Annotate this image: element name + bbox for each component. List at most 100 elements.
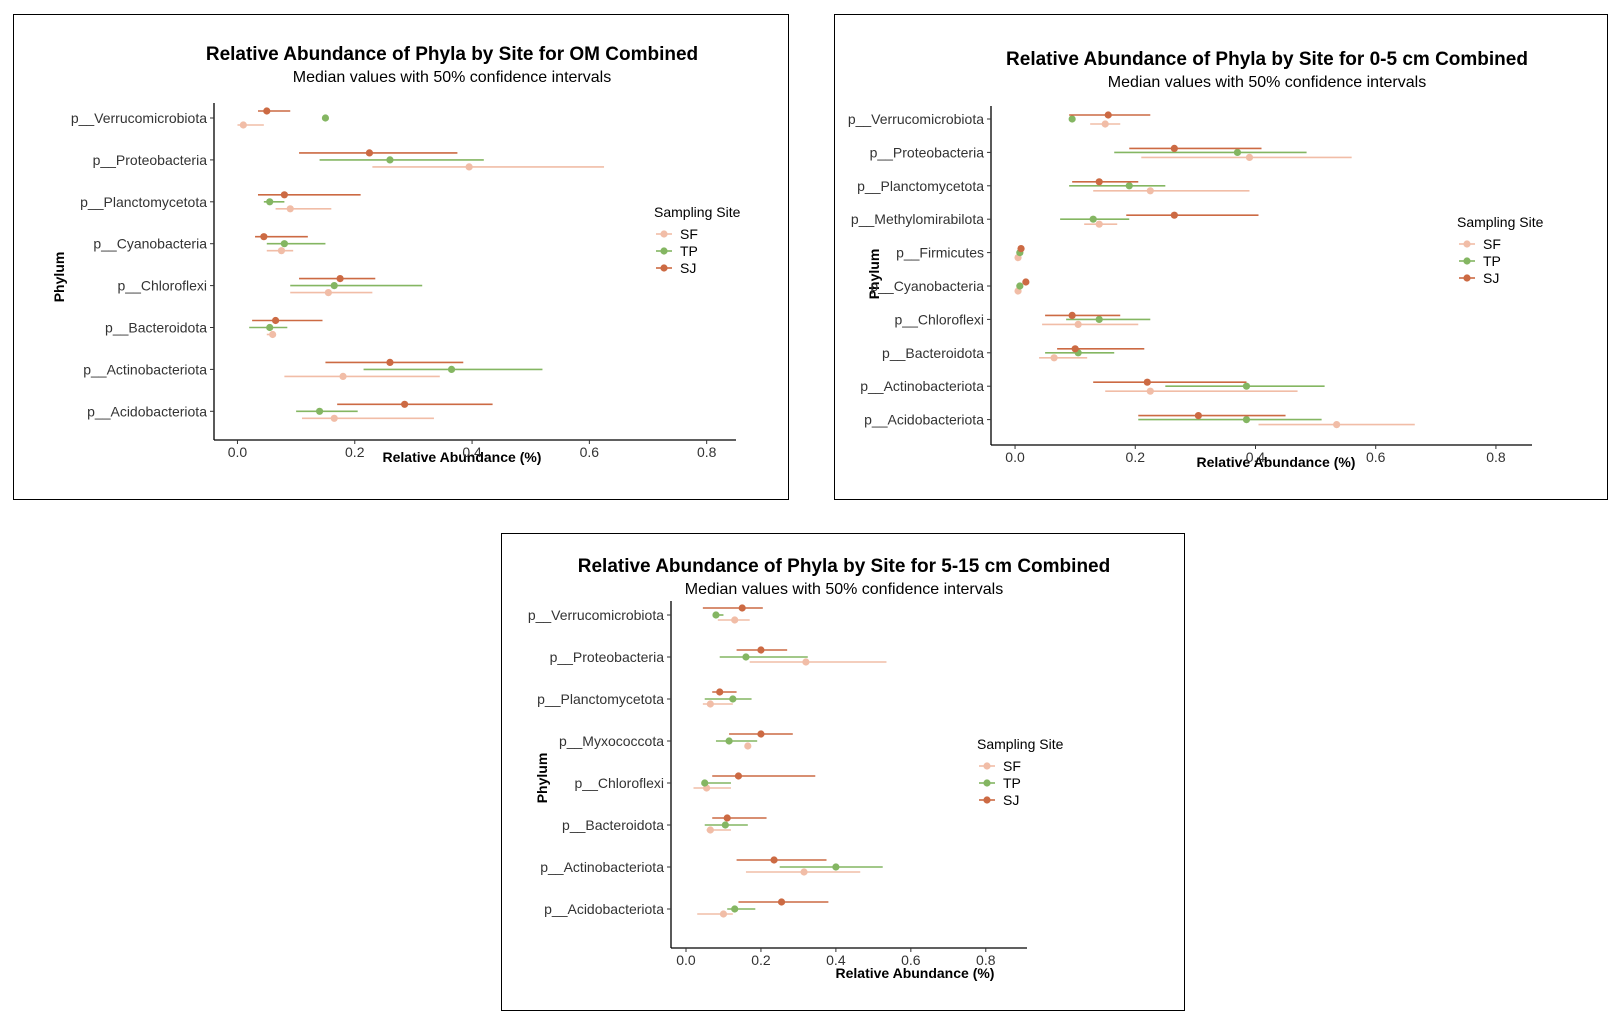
y-tick-label: p__Bacteroidota [562, 817, 664, 833]
y-tick-label: p__Planctomycetota [537, 691, 664, 707]
legend-key-point [983, 762, 991, 770]
median-point-sf [1050, 354, 1058, 362]
legend-key-point [983, 779, 991, 787]
y-tick-label: p__Methylomirabilota [851, 211, 984, 227]
y-tick-label: p__Myxococcota [559, 733, 664, 749]
legend-key-point [1463, 257, 1471, 265]
y-tick-label: p__Acidobacteriota [544, 901, 664, 917]
median-point-tp [386, 156, 394, 164]
median-point-tp [266, 323, 274, 332]
chart-panel-0-5cm: Relative Abundance of Phyla by Site for … [834, 14, 1608, 500]
x-tick-label: 0.4 [1246, 449, 1266, 465]
median-point-sj [401, 400, 409, 408]
median-point-sj [777, 898, 786, 906]
legend-label-sj: SJ [680, 260, 696, 276]
median-point-tp [447, 365, 456, 373]
median-point-sf [277, 247, 286, 255]
median-point-tp [1242, 382, 1251, 390]
chart-title: Relative Abundance of Phyla by Site for … [1006, 49, 1528, 70]
chart-panel-5-15cm: Relative Abundance of Phyla by Site for … [501, 533, 1185, 1011]
legend-key-point [983, 796, 991, 804]
legend-key-point [1463, 274, 1471, 282]
median-point-sf [330, 414, 338, 422]
median-point-sf [286, 205, 294, 213]
y-tick-label: p__Planctomycetota [857, 178, 984, 194]
median-point-tp [330, 282, 338, 290]
median-point-sf [800, 868, 808, 876]
median-point-tp [832, 863, 840, 871]
x-tick-label: 0.8 [976, 952, 996, 968]
y-axis-title: Phylum [866, 249, 882, 300]
legend-title: Sampling Site [1457, 214, 1544, 230]
chart-subtitle: Median values with 50% confidence interv… [293, 69, 611, 86]
y-tick-label: p__Cyanobacteria [93, 236, 207, 252]
x-axis-title: Relative Abundance (%) [1197, 454, 1356, 470]
y-tick-label: p__Actinobacteriota [860, 378, 984, 394]
x-tick-label: 0.6 [901, 952, 921, 968]
legend-label-tp: TP [680, 243, 698, 259]
median-point-tp [731, 905, 739, 913]
median-point-sj [365, 149, 374, 157]
median-point-sj [280, 191, 288, 199]
median-point-sj [386, 358, 394, 366]
y-tick-label: p__Proteobacteria [870, 144, 985, 160]
chart-0-5cm-svg: Relative Abundance of Phyla by Site for … [848, 49, 1544, 470]
legend-title: Sampling Site [977, 736, 1064, 752]
legend-label-sj: SJ [1483, 270, 1499, 286]
chart-title: Relative Abundance of Phyla by Site for … [206, 44, 698, 65]
y-tick-label: p__Chloroflexi [895, 311, 985, 327]
y-tick-label: p__Acidobacteriota [87, 403, 207, 419]
median-point-tp [1095, 315, 1103, 323]
y-tick-label: p__Planctomycetota [80, 194, 207, 210]
median-point-tp [321, 114, 330, 122]
median-point-tp [1016, 282, 1024, 290]
y-tick-label: p__Bacteroidota [882, 345, 984, 361]
legend-label-sf: SF [1003, 758, 1021, 774]
chart-panel-om: Relative Abundance of Phyla by Site for … [13, 14, 789, 500]
y-tick-label: p__Actinobacteriota [540, 859, 664, 875]
x-tick-label: 0.6 [580, 444, 600, 460]
y-tick-label: p__Proteobacteria [550, 649, 665, 665]
y-tick-label: p__Acidobacteriota [864, 412, 984, 428]
median-point-sj [1022, 278, 1030, 286]
x-tick-label: 0.4 [826, 952, 846, 968]
median-point-sf [706, 826, 714, 834]
median-point-sf [339, 372, 347, 380]
x-tick-label: 0.2 [345, 444, 365, 460]
median-point-sf [802, 658, 810, 666]
y-tick-label: p__Firmicutes [896, 245, 984, 261]
x-tick-label: 0.0 [228, 444, 248, 460]
median-point-sf [239, 121, 247, 129]
median-point-sf [1245, 153, 1254, 161]
median-point-sj [1194, 412, 1202, 420]
median-point-sj [336, 275, 344, 283]
median-point-tp [1242, 416, 1251, 424]
x-tick-label: 0.8 [1486, 449, 1506, 465]
median-point-sf [269, 330, 277, 339]
median-point-tp [1233, 148, 1242, 156]
median-point-sj [734, 772, 743, 780]
y-tick-label: p__Bacteroidota [105, 320, 207, 336]
median-point-tp [1125, 182, 1133, 190]
median-point-sf [744, 742, 752, 750]
median-point-sf [706, 700, 714, 708]
legend-key-point [1463, 240, 1471, 248]
legend-label-tp: TP [1483, 253, 1501, 269]
median-point-sj [757, 646, 765, 654]
median-point-sf [1146, 387, 1154, 395]
chart-om-svg: Relative Abundance of Phyla by Site for … [51, 44, 741, 465]
median-point-sj [263, 107, 271, 115]
legend-title: Sampling Site [654, 204, 741, 220]
median-point-sj [1170, 211, 1178, 219]
median-point-sj [1017, 245, 1025, 253]
y-tick-label: p__Verrucomicrobiota [528, 607, 664, 623]
median-point-sf [731, 616, 739, 624]
legend-label-tp: TP [1003, 775, 1021, 791]
x-tick-label: 0.0 [676, 952, 696, 968]
median-point-sj [757, 730, 765, 738]
x-tick-label: 0.2 [751, 952, 771, 968]
median-point-sf [719, 910, 728, 918]
median-point-tp [266, 198, 274, 206]
x-tick-label: 0.2 [1126, 449, 1146, 465]
legend-label-sj: SJ [1003, 792, 1019, 808]
